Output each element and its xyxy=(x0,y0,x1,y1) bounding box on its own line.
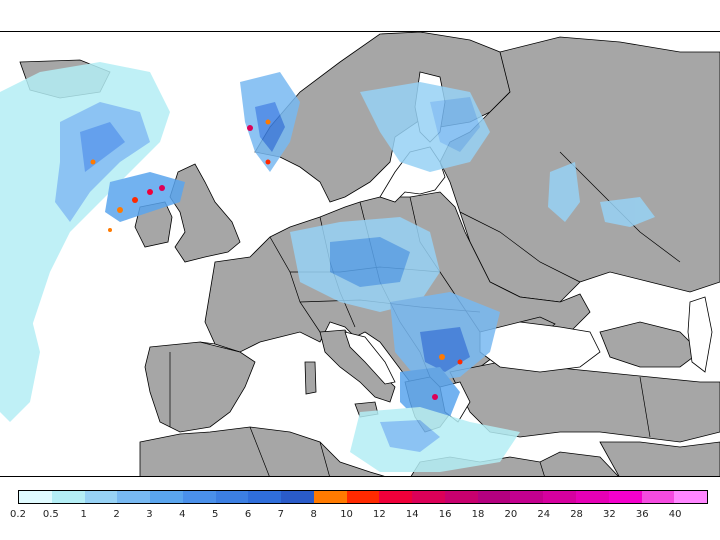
legend-label-5: 4 xyxy=(179,509,186,520)
legend-swatch-1 xyxy=(51,491,85,503)
cell-greece xyxy=(432,394,438,400)
russia-rain-2 xyxy=(600,197,655,227)
great-britain xyxy=(169,163,241,263)
central-europe-core xyxy=(330,237,410,287)
cell-norway-3 xyxy=(265,159,271,165)
precipitation-layer xyxy=(0,62,655,472)
cell-norway-1 xyxy=(247,125,253,131)
cell-norway-2 xyxy=(265,119,271,125)
caspian-sea xyxy=(687,296,713,373)
legend-label-10: 10 xyxy=(340,509,353,520)
legend-label-4: 3 xyxy=(146,509,153,520)
black-sea xyxy=(479,321,601,373)
caucasus xyxy=(599,321,701,368)
legend-swatch-4 xyxy=(150,491,183,503)
legend-label-7: 6 xyxy=(244,509,252,520)
legend-swatch-19 xyxy=(641,491,675,503)
intense-cells-layer xyxy=(90,119,463,400)
map-canvas xyxy=(0,32,720,476)
cell-hebrides-2 xyxy=(132,197,138,203)
legend-swatch-7 xyxy=(248,491,282,503)
legend-swatch-13 xyxy=(444,491,478,503)
legend-label-8: 7 xyxy=(277,509,285,520)
cell-hebrides-1 xyxy=(117,207,123,213)
legend-swatch-2 xyxy=(84,491,118,503)
legend-label-1: 0.5 xyxy=(42,509,59,520)
mediterranean-core xyxy=(380,420,440,452)
legend-label-18: 32 xyxy=(603,509,616,520)
legend-label-6: 5 xyxy=(211,509,219,520)
legend-label-14: 18 xyxy=(471,509,485,520)
balkans-core xyxy=(420,327,470,372)
legend-swatch-17 xyxy=(576,491,609,503)
legend-swatch-20 xyxy=(674,491,708,503)
hebrides-rain xyxy=(105,172,185,222)
finland-rain xyxy=(430,97,480,152)
legend-swatch-5 xyxy=(182,491,216,503)
legend-swatch-0 xyxy=(19,491,52,503)
legend-labels: 0.2 0.5 1 2 3 4 5 6 7 8 10 12 14 16 18 20 24 28 32 36 40 xyxy=(10,509,708,523)
cell-hebrides-3 xyxy=(147,189,153,195)
legend-label-17: 28 xyxy=(570,509,583,520)
legend-swatch-12 xyxy=(412,491,445,503)
legend-label-11: 12 xyxy=(373,509,386,520)
legend-label-13: 16 xyxy=(438,509,452,520)
cell-balkans-2 xyxy=(457,359,463,365)
sardinia xyxy=(304,361,317,395)
legend-label-2: 1 xyxy=(80,509,87,520)
legend-swatch-15 xyxy=(510,491,544,503)
legend-swatch-14 xyxy=(477,491,511,503)
iberia xyxy=(144,341,256,433)
cell-hebrides-4 xyxy=(159,185,165,191)
legend-label-19: 36 xyxy=(635,509,649,520)
legend-label-12: 14 xyxy=(405,509,419,520)
legend-label-0: 0.2 xyxy=(10,509,26,520)
norway-rain-core xyxy=(255,102,285,152)
cell-hebrides-5 xyxy=(108,228,112,232)
cell-atlantic xyxy=(90,159,96,165)
middle-east xyxy=(599,441,720,476)
precipitation-map xyxy=(0,31,720,477)
adriatic-sea xyxy=(344,331,396,385)
legend-label-20: 40 xyxy=(668,509,682,520)
legend-swatch-10 xyxy=(346,491,380,503)
legend-label-15: 20 xyxy=(504,509,518,520)
legend-swatch-16 xyxy=(543,491,577,503)
atlantic-rain-inner xyxy=(80,122,125,172)
legend-label-3: 2 xyxy=(113,509,120,520)
atlantic-rain-core xyxy=(55,102,150,222)
legend-label-16: 24 xyxy=(537,509,551,520)
legend-swatch-6 xyxy=(215,491,249,503)
legend-swatch-11 xyxy=(379,491,413,503)
legend-colorbar xyxy=(18,490,708,504)
legend-swatch-8 xyxy=(281,491,314,503)
legend-swatch-9 xyxy=(313,491,347,503)
iberia-rain xyxy=(0,312,40,422)
legend-swatch-3 xyxy=(117,491,151,503)
legend-label-9: 8 xyxy=(310,509,317,520)
cell-balkans-1 xyxy=(439,354,445,360)
legend-swatch-18 xyxy=(608,491,642,503)
russia-rain xyxy=(548,162,580,222)
